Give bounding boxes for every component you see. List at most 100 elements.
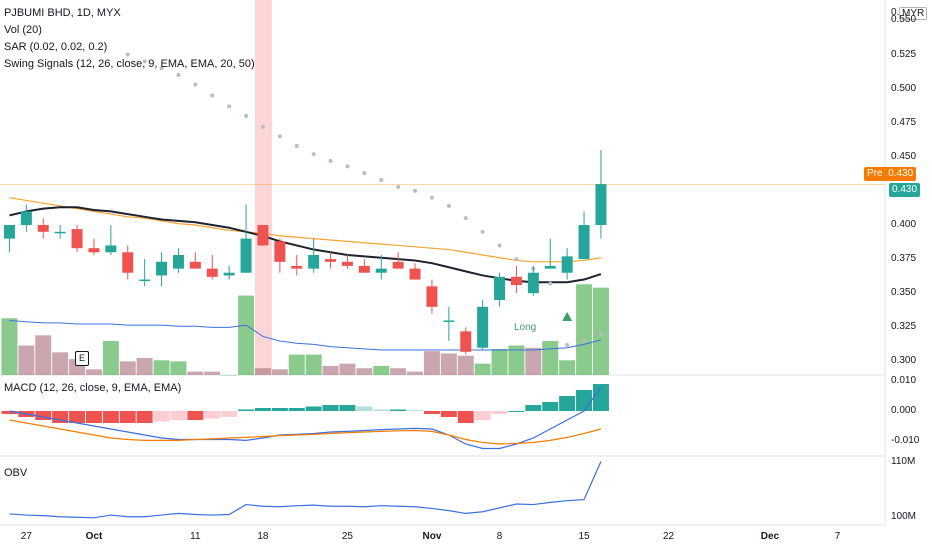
macd-axis-tick: -0.010 bbox=[891, 435, 920, 446]
macd-line bbox=[9, 386, 602, 450]
sar-dot bbox=[277, 134, 282, 139]
candle-body bbox=[105, 245, 117, 253]
sar-dot bbox=[244, 113, 249, 118]
macd-histogram-bar bbox=[170, 411, 187, 420]
candle-body bbox=[88, 248, 100, 253]
macd-histogram-bar bbox=[136, 411, 153, 423]
macd-label[interactable]: MACD (12, 26, close, 9, EMA, EMA) bbox=[4, 382, 182, 394]
candle-body bbox=[172, 255, 184, 269]
macd-histogram-bar bbox=[491, 411, 508, 414]
volume-bar bbox=[187, 371, 204, 375]
legend-swing-signals[interactable]: Swing Signals (12, 26, close, 9, EMA, EM… bbox=[4, 58, 255, 70]
time-axis-tick: 15 bbox=[578, 531, 590, 542]
time-axis-tick: 7 bbox=[834, 531, 841, 542]
candle-body bbox=[291, 265, 303, 269]
macd-histogram-bar bbox=[576, 390, 593, 411]
candle-body bbox=[54, 231, 66, 234]
candle-body bbox=[392, 261, 404, 269]
volume-bar bbox=[474, 363, 491, 375]
candle-body bbox=[274, 241, 286, 262]
candle-body bbox=[375, 268, 387, 273]
macd-histogram-bar bbox=[356, 406, 373, 411]
premarket-value: 0.430 bbox=[888, 168, 914, 179]
volume-bar bbox=[85, 369, 102, 375]
volume-bar bbox=[508, 345, 525, 375]
volume-bar bbox=[238, 295, 255, 375]
volume-bar bbox=[221, 375, 238, 376]
volume-bar bbox=[204, 371, 221, 375]
volume-bar bbox=[305, 354, 322, 375]
sar-dot bbox=[294, 143, 299, 148]
macd-histogram-bar bbox=[52, 411, 69, 423]
currency-badge[interactable]: MYR bbox=[899, 7, 928, 20]
volume-bar bbox=[559, 360, 576, 375]
candle-body bbox=[206, 268, 218, 277]
price-axis-tick: 0.350 bbox=[891, 287, 917, 299]
macd-histogram-bar bbox=[69, 411, 86, 423]
time-axis-tick: Oct bbox=[85, 531, 103, 542]
macd-histogram-bar bbox=[390, 409, 407, 411]
candle-body bbox=[240, 238, 252, 273]
volume-ma-line bbox=[9, 320, 602, 351]
macd-histogram-bar bbox=[153, 411, 170, 422]
macd-axis-tick: 0.010 bbox=[891, 375, 917, 386]
sar-dot bbox=[429, 195, 434, 200]
candle-body bbox=[20, 211, 32, 225]
sar-dot bbox=[598, 332, 603, 337]
volume-bar bbox=[102, 340, 119, 375]
legend-sar[interactable]: SAR (0.02, 0.02, 0.2) bbox=[4, 41, 108, 53]
volume-bar bbox=[136, 357, 153, 375]
candle-body bbox=[156, 261, 168, 276]
macd-histogram-bar bbox=[35, 411, 52, 420]
sar-dot bbox=[413, 188, 418, 193]
ema-50-line bbox=[9, 197, 602, 263]
price-axis-tick: 0.525 bbox=[891, 48, 917, 60]
time-axis-tick: Nov bbox=[422, 531, 442, 542]
sar-dot bbox=[379, 178, 384, 182]
macd-histogram-bar bbox=[508, 411, 525, 412]
volume-bar bbox=[271, 369, 288, 375]
legend-symbol[interactable]: PJBUMI BHD, 1D, MYX bbox=[4, 7, 121, 19]
candle-body bbox=[544, 265, 556, 269]
volume-bar bbox=[18, 345, 35, 375]
sar-dot bbox=[328, 158, 333, 163]
long-signal-label: Long bbox=[514, 322, 537, 333]
time-axis-tick: 25 bbox=[341, 531, 353, 542]
volume-bar bbox=[542, 340, 559, 375]
time-axis-tick: 18 bbox=[257, 531, 269, 542]
premarket-price-tag: Pre 0.430 bbox=[864, 167, 917, 181]
candle-body bbox=[460, 331, 472, 352]
long-signal-arrow bbox=[562, 312, 573, 321]
macd-histogram-bar bbox=[559, 396, 576, 411]
chart-legend: PJBUMI BHD, 1D, MYX Vol (20) SAR (0.02, … bbox=[4, 5, 255, 73]
candle-body bbox=[257, 225, 269, 246]
time-axis-tick: 27 bbox=[20, 531, 32, 542]
candle-body bbox=[71, 229, 83, 249]
macd-axis-tick: 0.000 bbox=[891, 405, 917, 416]
sar-dot bbox=[362, 171, 367, 176]
sar-dot bbox=[193, 82, 198, 87]
macd-histogram-bar bbox=[474, 411, 491, 420]
candle-body bbox=[494, 276, 506, 300]
macd-histogram-bar bbox=[288, 408, 305, 411]
legend-volume[interactable]: Vol (20) bbox=[4, 24, 42, 36]
obv-axis-tick: 110M bbox=[891, 455, 916, 467]
sar-dot bbox=[210, 93, 215, 98]
sar-dot bbox=[176, 73, 181, 77]
macd-histogram-bar bbox=[542, 402, 559, 411]
macd-histogram-bar bbox=[187, 411, 204, 420]
candle-body bbox=[139, 279, 151, 282]
earnings-event-badge[interactable]: E bbox=[75, 351, 89, 366]
candle-body bbox=[477, 306, 489, 348]
macd-histogram-bar bbox=[525, 405, 542, 411]
volume-bar bbox=[119, 361, 136, 375]
obv-axis-tick: 100M bbox=[891, 510, 917, 522]
macd-histogram-bar bbox=[238, 409, 255, 411]
macd-histogram-bar bbox=[204, 411, 221, 419]
sar-dot bbox=[396, 184, 401, 189]
obv-label[interactable]: OBV bbox=[4, 467, 28, 479]
price-axis-top-tick: 0. bbox=[891, 7, 900, 18]
volume-bar bbox=[373, 365, 390, 375]
volume-bar bbox=[254, 368, 271, 375]
